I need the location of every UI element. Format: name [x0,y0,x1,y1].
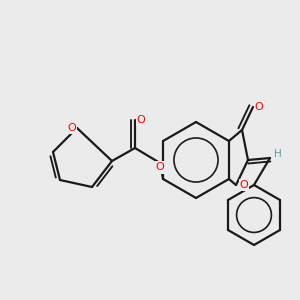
Text: O: O [255,102,263,112]
Text: O: O [68,123,76,133]
Text: O: O [240,180,248,190]
Text: O: O [155,163,164,172]
Text: H: H [274,149,282,159]
Text: O: O [136,115,146,125]
